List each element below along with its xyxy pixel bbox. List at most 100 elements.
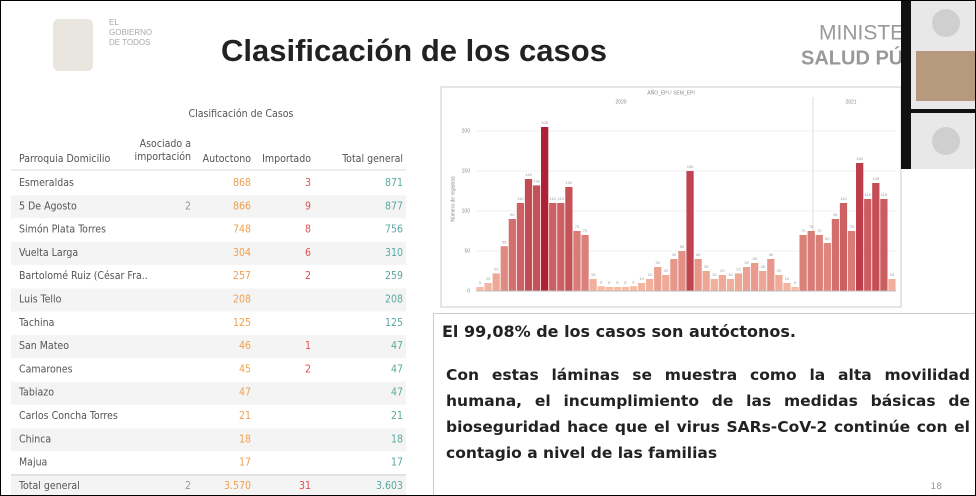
table-cell: 1 xyxy=(305,340,311,352)
bar xyxy=(742,267,751,291)
row-band xyxy=(11,335,406,359)
table-cell: 2 xyxy=(305,270,311,282)
row-band xyxy=(11,381,406,405)
video-tiles xyxy=(901,1,975,169)
bar xyxy=(605,287,613,291)
table-cell: 21 xyxy=(239,410,251,422)
table-cell: 46 xyxy=(239,340,251,352)
bar xyxy=(734,273,743,291)
y-axis-label: Número de registros xyxy=(450,176,456,222)
table-cell: 2 xyxy=(185,480,191,492)
video-tile-image xyxy=(916,51,975,101)
table-cell: 6 xyxy=(305,247,311,259)
data-label: 115 xyxy=(865,192,872,197)
row-band xyxy=(11,474,406,495)
data-label: 40 xyxy=(672,252,677,257)
bar xyxy=(751,263,759,291)
table-cell: 17 xyxy=(391,457,403,469)
bar xyxy=(678,251,686,291)
table-cell: 125 xyxy=(385,317,403,329)
table-cell: 871 xyxy=(385,177,403,189)
table-cell: 748 xyxy=(233,224,251,236)
bar xyxy=(581,235,589,291)
slide-title: Clasificación de los casos xyxy=(221,33,607,68)
data-label: 50 xyxy=(680,244,685,249)
y-tick-label: 150 xyxy=(462,168,471,174)
y-tick-label: 200 xyxy=(462,128,471,134)
data-label: 75 xyxy=(809,224,814,229)
data-label: 75 xyxy=(849,224,854,229)
table-cell: 21 xyxy=(391,410,403,422)
data-label: 205 xyxy=(541,120,548,125)
ministry-text: MINISTER xyxy=(819,22,919,45)
bar xyxy=(775,275,783,291)
logo-text: DE TODOS xyxy=(109,38,151,47)
data-label: 10 xyxy=(639,276,644,281)
data-label: 15 xyxy=(647,272,652,277)
table-cell: 756 xyxy=(385,224,403,236)
data-label: 110 xyxy=(558,196,565,201)
table-cell: 47 xyxy=(391,340,403,352)
bar xyxy=(718,275,726,291)
table-cell: 310 xyxy=(385,247,403,259)
data-label: 5 xyxy=(479,280,482,285)
row-band xyxy=(11,195,406,219)
logo: EL GOBIERNO DE TODOS xyxy=(53,18,152,71)
bar xyxy=(613,287,621,291)
bar xyxy=(557,203,565,291)
table-cell: 47 xyxy=(239,387,251,399)
table-cell: 45 xyxy=(239,363,251,375)
data-label: 56 xyxy=(502,239,507,244)
row-label: 5 De Agosto xyxy=(19,200,77,212)
table: Clasificación de Casos Parroquia Domicili… xyxy=(11,108,406,495)
table-cell: 877 xyxy=(385,200,403,212)
bar xyxy=(880,199,888,291)
row-label: Luis Tello xyxy=(19,294,62,306)
bar xyxy=(686,171,694,291)
bar xyxy=(621,287,630,291)
bar xyxy=(815,235,823,291)
data-label: 22 xyxy=(736,266,741,271)
avatar xyxy=(932,127,960,155)
logo-text: GOBIERNO xyxy=(109,28,152,37)
column-header: Parroquia Domicilio xyxy=(19,153,110,165)
row-label: Carlos Concha Torres xyxy=(19,410,118,422)
bar xyxy=(847,231,856,291)
data-label: 110 xyxy=(517,196,524,201)
data-label: 22 xyxy=(494,266,499,271)
table-cell: 868 xyxy=(233,177,251,189)
row-label: Chinca xyxy=(19,433,51,445)
bar xyxy=(573,231,581,291)
row-label: Total general xyxy=(18,480,80,492)
data-label: 160 xyxy=(856,156,863,161)
data-label: 90 xyxy=(833,212,838,217)
bar xyxy=(541,127,549,291)
data-label: 25 xyxy=(761,264,766,269)
table-cell: 18 xyxy=(391,433,403,445)
bar xyxy=(726,279,735,291)
data-label: 6 xyxy=(600,279,603,284)
chart-title: AÑO_EPI / SEM_EPI xyxy=(647,89,695,96)
row-band xyxy=(11,288,406,312)
bar xyxy=(783,283,791,291)
logo-shield xyxy=(53,19,93,71)
table-cell: 47 xyxy=(391,363,403,375)
bar xyxy=(508,219,516,291)
data-label: 30 xyxy=(656,260,661,265)
bar xyxy=(839,203,848,291)
bar xyxy=(823,243,831,291)
body-text: Con estas láminas se muestra como la alt… xyxy=(446,366,970,462)
table-cell: 125 xyxy=(233,317,251,329)
column-header: Autoctono xyxy=(203,153,252,165)
bar xyxy=(654,267,662,291)
bar xyxy=(872,183,880,291)
data-label: 70 xyxy=(801,228,806,233)
bar xyxy=(597,286,605,291)
bar xyxy=(662,275,670,291)
data-label: 6 xyxy=(632,279,635,284)
row-label: Vuelta Larga xyxy=(19,247,78,259)
data-label: 25 xyxy=(704,264,709,269)
table-cell: 3.570 xyxy=(224,480,251,492)
